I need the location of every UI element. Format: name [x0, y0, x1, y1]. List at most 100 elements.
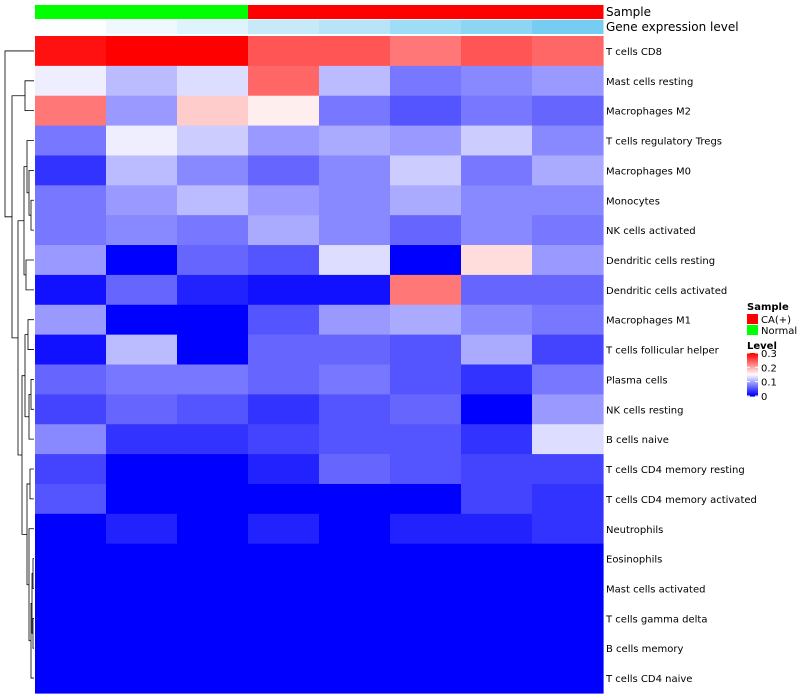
dendrogram-branch: [28, 169, 34, 216]
row-dendrogram: [4, 50, 34, 679]
heatmap-cell: [461, 215, 533, 246]
column-annotation-bars: [35, 5, 604, 34]
legend-level-gradient-step: [747, 354, 758, 356]
heatmap-cell: [106, 424, 178, 455]
dendrogram-branch: [30, 379, 34, 410]
legend-level-gradient-step: [747, 356, 758, 358]
legend-sample-swatch: [747, 314, 758, 324]
heatmap-cell: [390, 603, 462, 634]
heatmap-cell: [319, 513, 391, 545]
heatmap-cell: [532, 454, 604, 485]
heatmap-cell: [106, 274, 178, 306]
heatmap-cell: [532, 603, 604, 634]
heatmap-cell: [532, 245, 604, 276]
heatmap-cell: [106, 185, 178, 216]
heatmap-cell: [248, 36, 320, 67]
heatmap-cell: [248, 663, 320, 694]
heatmap-cell: [248, 334, 320, 366]
legend-level-gradient-step: [747, 373, 758, 376]
sample-annotation-cell: [106, 5, 178, 19]
legend-level-gradient-step: [747, 353, 758, 355]
heatmap-cell: [390, 125, 462, 157]
heatmap-cell: [461, 364, 533, 395]
heatmap-cell: [532, 424, 604, 455]
heatmap-cell: [106, 95, 178, 127]
heatmap-cell: [532, 364, 604, 395]
heatmap-cell: [35, 125, 107, 157]
heatmap-cell: [319, 543, 391, 575]
legend-level-gradient-step: [747, 362, 758, 365]
heatmap-cell: [248, 185, 320, 216]
heatmap-cell: [532, 65, 604, 97]
heatmap-cell: [390, 185, 462, 216]
expression-annotation-cell: [35, 20, 107, 34]
heatmap-cell: [35, 573, 107, 605]
heatmap-cell: [177, 483, 249, 515]
legend-level-tick-label: 0: [761, 392, 767, 403]
heatmap-cell: [319, 95, 391, 127]
heatmap-cell: [248, 215, 320, 246]
heatmap-cell: [106, 334, 178, 366]
legend-level-tick-label: 0.1: [761, 378, 777, 389]
heatmap-cell: [319, 274, 391, 306]
heatmap-cell: [106, 454, 178, 485]
heatmap-cell: [390, 95, 462, 127]
heatmap-cell: [461, 633, 533, 664]
heatmap-cell: [35, 185, 107, 216]
heatmap-cell: [248, 245, 320, 276]
heatmap-cell: [248, 65, 320, 97]
row-label: NK cells activated: [606, 226, 696, 237]
annotation-label-sample: Sample: [606, 5, 651, 19]
heatmap-cell: [248, 454, 320, 485]
heatmap-cell: [106, 364, 178, 395]
legend-level-gradient-step: [747, 365, 758, 368]
heatmap-cell: [177, 245, 249, 276]
heatmap-cell: [319, 36, 391, 67]
heatmap-cell: [319, 185, 391, 216]
legend-level-gradient-step: [747, 355, 758, 357]
row-label: Macrophages M2: [606, 107, 691, 118]
heatmap-cell: [106, 65, 178, 97]
heatmap-cell: [319, 454, 391, 485]
legend-level-gradient-step: [747, 357, 758, 359]
heatmap-cell: [532, 304, 604, 336]
legend-level-title: Level: [747, 341, 777, 352]
heatmap-cell: [532, 394, 604, 425]
heatmap-cell: [390, 36, 462, 67]
legend-level-gradient-step: [747, 361, 758, 364]
heatmap-cell: [248, 125, 320, 157]
heatmap-cell: [35, 364, 107, 395]
heatmap-cell: [532, 663, 604, 694]
heatmap-cell: [248, 424, 320, 455]
legend-level-gradient-step: [747, 382, 758, 384]
legend-level-gradient-step: [747, 385, 758, 387]
legend-sample-label: CA(+): [761, 315, 791, 326]
heatmap-cell: [106, 36, 178, 67]
row-label: T cells regulatory Tregs: [605, 137, 722, 148]
heatmap-cell: [35, 633, 107, 664]
heatmap-cell: [35, 513, 107, 545]
heatmap-cell: [35, 36, 107, 67]
expression-annotation-cell: [532, 20, 604, 34]
sample-annotation-cell: [177, 5, 249, 19]
row-labels: T cells CD8 Mast cells resting Macrophages…: [605, 47, 757, 685]
expression-annotation-cell: [106, 20, 178, 34]
heatmap-cell: [461, 424, 533, 455]
heatmap-cell: [248, 274, 320, 306]
heatmap-cell: [106, 573, 178, 605]
heatmap-cell: [177, 274, 249, 306]
heatmap-cell: [106, 125, 178, 157]
heatmap-cell: [532, 155, 604, 186]
expression-annotation-cell: [177, 20, 249, 34]
heatmap-cell: [177, 603, 249, 634]
heatmap-cell: [461, 454, 533, 485]
heatmap-cell: [461, 155, 533, 186]
heatmap-cell: [248, 95, 320, 127]
heatmap-cell: [532, 125, 604, 157]
heatmap-cell: [319, 483, 391, 515]
row-label: B cells memory: [606, 644, 683, 655]
heatmap-cell: [461, 603, 533, 634]
heatmap-cell: [35, 394, 107, 425]
heatmap-cell: [319, 65, 391, 97]
legend-level-gradient-step: [747, 360, 758, 363]
